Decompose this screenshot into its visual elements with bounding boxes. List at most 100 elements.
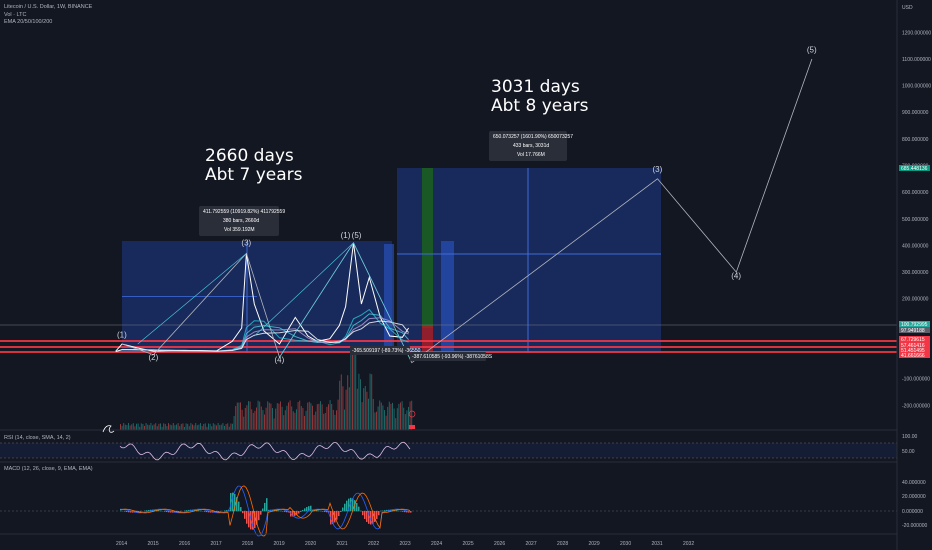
wave-guide-line (137, 253, 247, 345)
volume-bar (156, 426, 158, 430)
macd-bar (184, 510, 186, 512)
volume-bar (292, 411, 294, 430)
volume-bar (169, 424, 171, 430)
macd-bar (358, 506, 360, 512)
wave-label: (4) (275, 356, 285, 365)
macd-bar (308, 506, 310, 512)
macd-bar (338, 511, 340, 517)
price-tick-label: 400.000000 (902, 243, 929, 249)
macd-bar (348, 498, 350, 512)
macd-bar (158, 510, 160, 512)
macd-bar (302, 509, 304, 512)
volume-bar (377, 406, 379, 430)
macd-bar (352, 498, 354, 512)
year-tick-label: 2025 (463, 541, 474, 547)
ema-line (115, 308, 409, 353)
volume-bar (187, 423, 189, 430)
macd-bar (376, 511, 378, 519)
macd-bar (356, 502, 358, 512)
volume-bar (304, 415, 305, 430)
macd-bar (218, 511, 220, 513)
svg-text:Vol 17.766M: Vol 17.766M (517, 152, 545, 158)
volume-bar (305, 410, 307, 430)
year-tick-label: 2018 (242, 541, 253, 547)
time-axis[interactable]: 2014 2015 2016 2017 2018 2019 2020 2021 2022 2023… (116, 541, 694, 547)
wave-label: (1) (341, 231, 351, 240)
volume-bar (123, 423, 125, 430)
macd-bar (226, 510, 228, 512)
ema-legend[interactable]: EMA 20/50/100/200 (4, 19, 53, 25)
macd-bar (234, 494, 236, 512)
volume-bar (243, 416, 245, 430)
macd-bar (326, 511, 328, 513)
volume-bar (209, 423, 211, 430)
wave-guide-line (353, 242, 413, 363)
volume-bar (289, 400, 291, 430)
volume-bar (212, 423, 214, 430)
volume-bar (257, 400, 259, 430)
volume-bar (321, 404, 323, 430)
volume-bar (196, 425, 198, 430)
rsi-line (119, 441, 411, 461)
volume-bar (288, 402, 289, 430)
symbol-legend[interactable]: Litecoin / U.S. Dollar, 1W, BINANCE (4, 4, 93, 10)
macd-bar (340, 511, 342, 512)
volume-bar (177, 423, 179, 430)
macd-bar (260, 511, 262, 515)
volume-bar (214, 424, 216, 430)
flag-icon[interactable] (408, 410, 416, 429)
macd-tick-label: 40.000000 (902, 480, 926, 486)
volume-bar (363, 388, 365, 430)
volume-bar (280, 401, 281, 430)
volume-bar (299, 400, 301, 430)
volume-bar (409, 401, 411, 430)
rsi-legend[interactable]: RSI (14, close, SMA, 14, 2) (4, 435, 71, 441)
price-tag-label: 41.661666 (901, 353, 925, 359)
macd-bar (166, 511, 168, 513)
macd-bar (350, 497, 352, 512)
volume-bar (387, 406, 389, 430)
volume-bar (283, 415, 285, 430)
macd-bar (224, 510, 226, 512)
price-tag-label: 51.451495 (901, 348, 925, 354)
wave-label: (4) (731, 272, 741, 281)
svg-text:-387.610585 (-93.96%) -3876105: -387.610585 (-93.96%) -38761058S (412, 354, 493, 360)
volume-bar (331, 403, 333, 430)
volume-bar (208, 423, 209, 430)
volume-bar (272, 407, 273, 430)
macd-bar (372, 511, 374, 524)
volume-bar (350, 350, 352, 430)
macd-bar (230, 493, 232, 512)
macd-legend[interactable]: MACD (12, 26, close, 9, EMA, EMA) (4, 466, 93, 472)
price-tag-label: 685.448136 (901, 166, 928, 172)
macd-bar (168, 511, 170, 513)
volume-bar (222, 423, 224, 430)
macd-bar (128, 511, 130, 513)
macd-bar (382, 510, 384, 512)
volume-bar (336, 410, 337, 430)
volume-bar (249, 401, 251, 430)
volume-bar (401, 401, 403, 430)
volume-legend[interactable]: Vol · LTC (4, 12, 27, 18)
macd-bar (198, 510, 200, 512)
volume-bar (296, 409, 297, 430)
volume-bar (276, 403, 278, 430)
volume-bar (232, 423, 233, 430)
volume-bar (369, 373, 371, 430)
volume-bar (262, 410, 264, 430)
macd-bar (206, 511, 208, 513)
wave-label: (1) (117, 330, 127, 339)
macd-bar (346, 500, 348, 512)
macd-bar (154, 509, 156, 512)
macd-bar (170, 511, 172, 513)
macd-bar (138, 511, 140, 513)
macd-bar (124, 511, 126, 512)
macd-bar (188, 509, 190, 512)
macd-bar (292, 511, 294, 517)
volume-bar (188, 426, 190, 430)
year-tick-label: 2022 (368, 541, 379, 547)
year-tick-label: 2019 (274, 541, 285, 547)
year-tick-label: 2020 (305, 541, 316, 547)
macd-bar (410, 511, 412, 513)
